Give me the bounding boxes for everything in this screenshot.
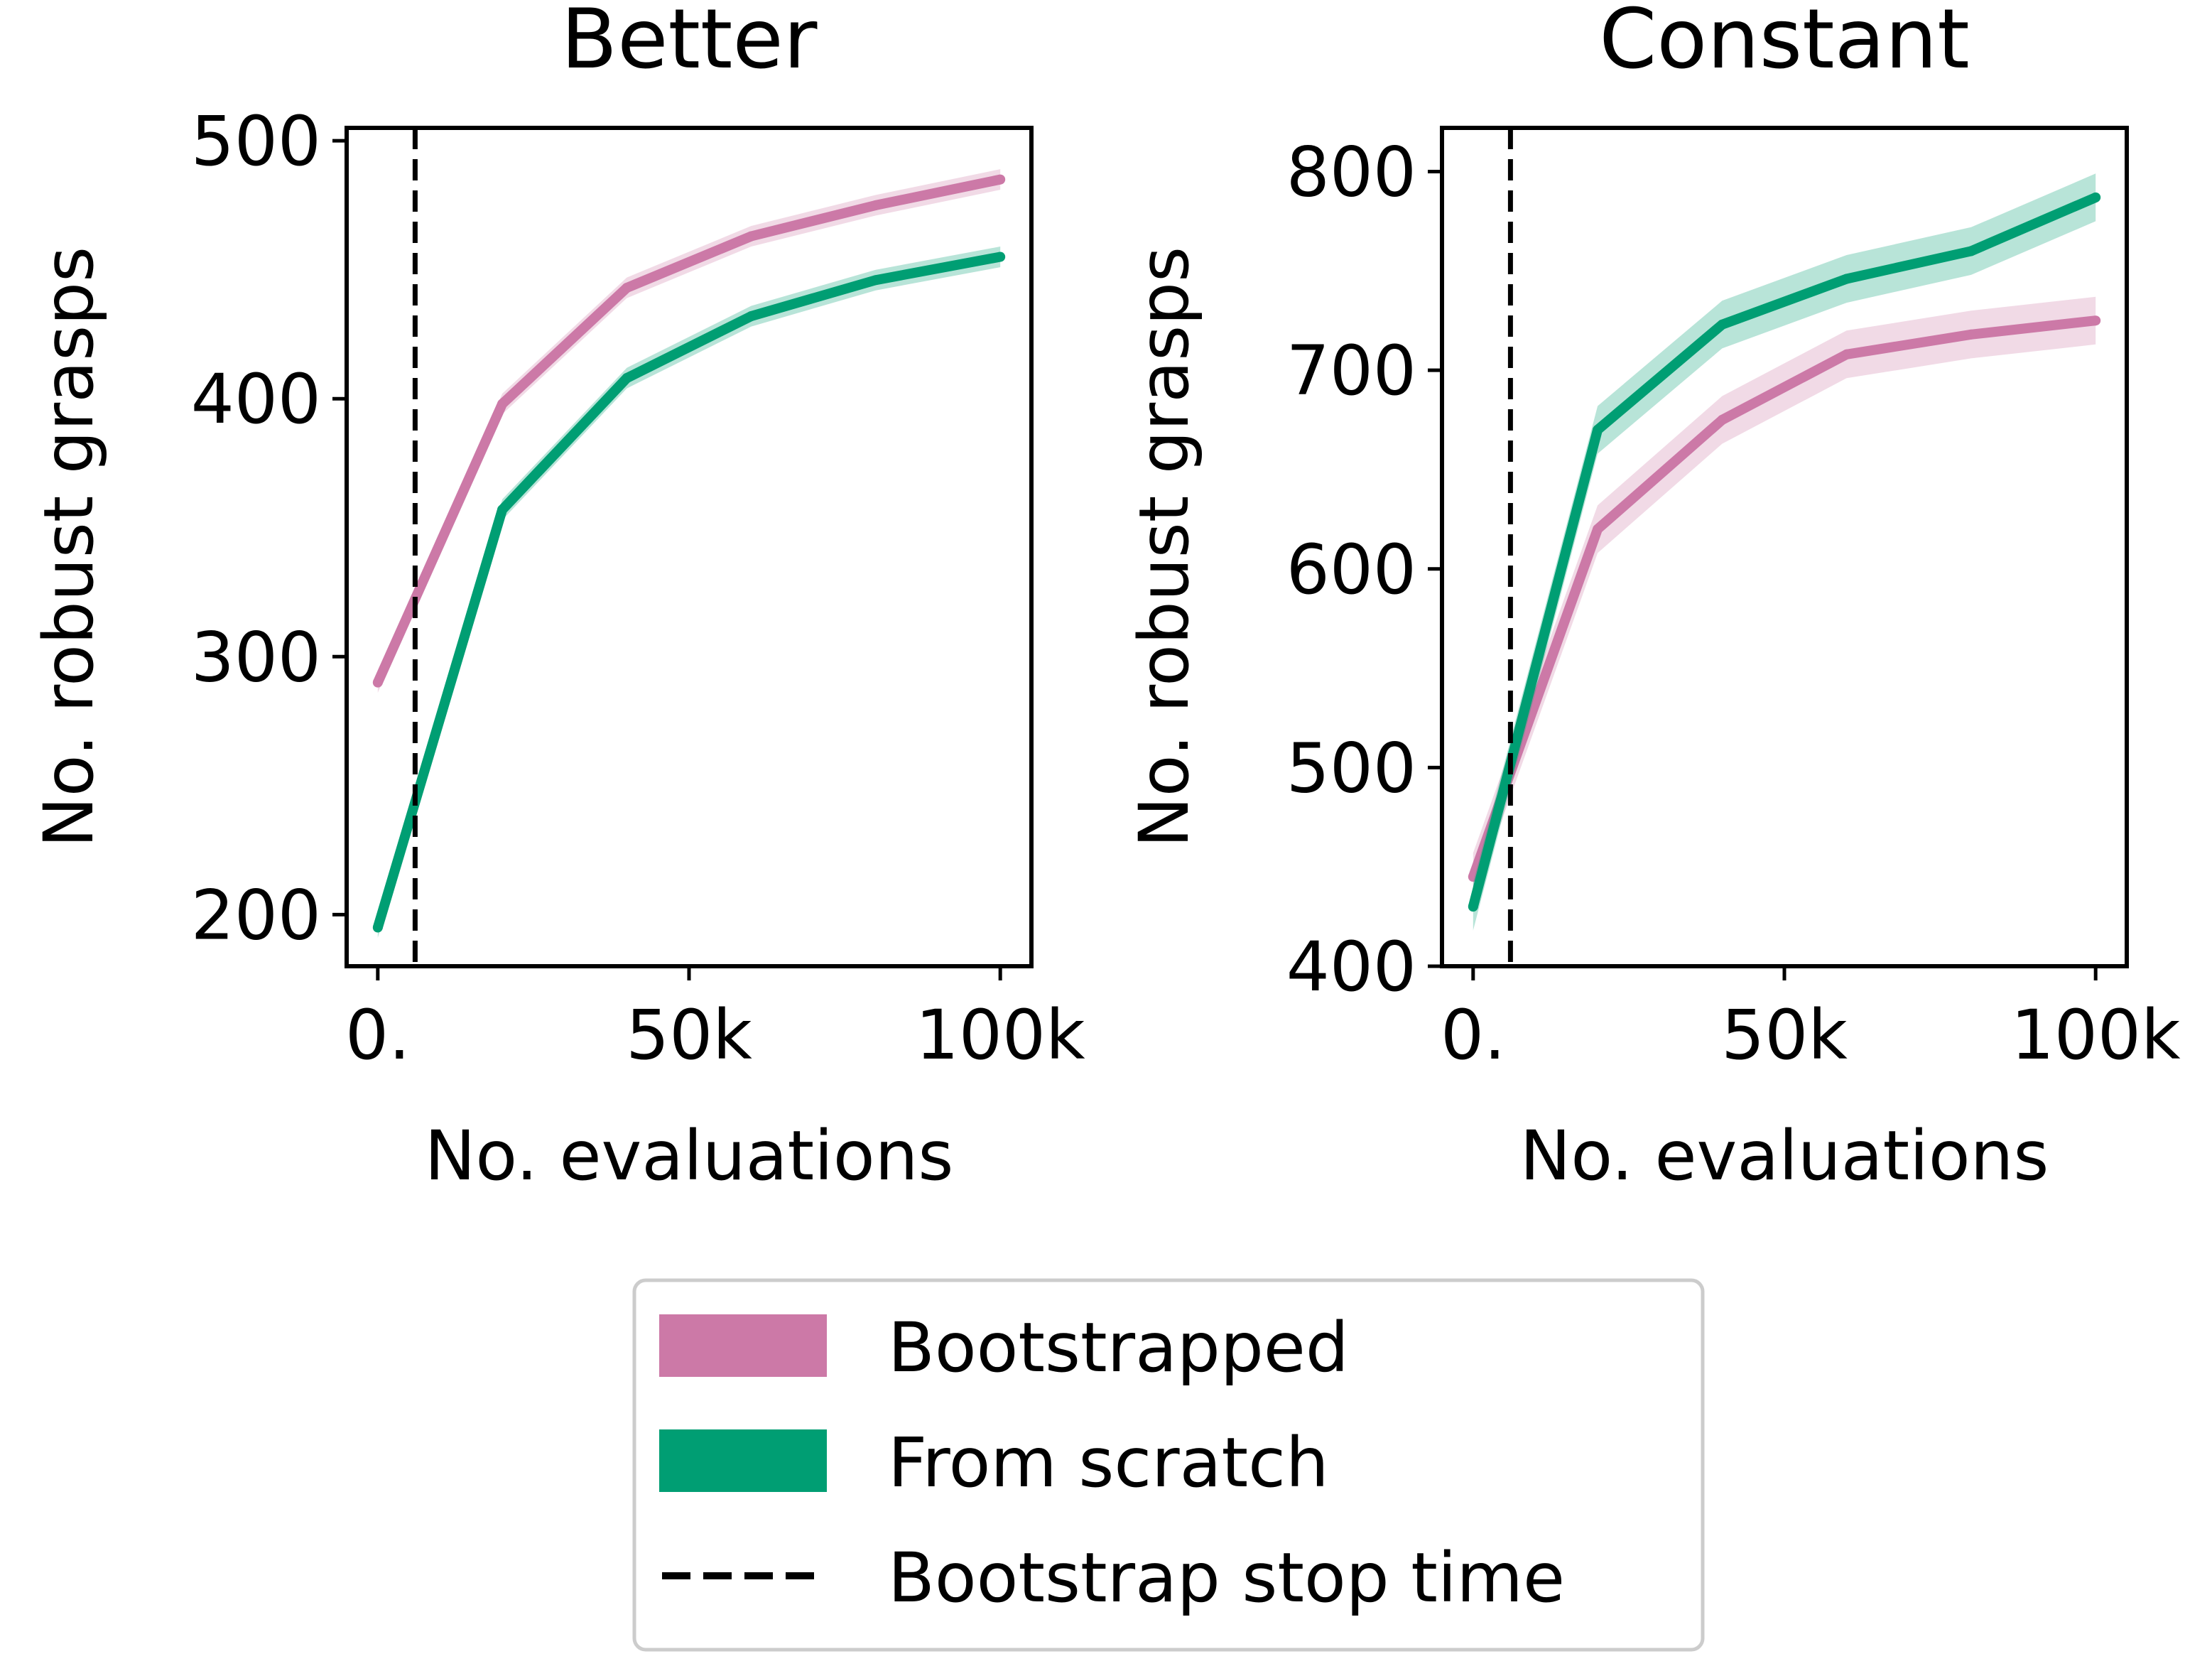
y-axis-label: No. robust grasps	[29, 247, 109, 848]
legend-frame	[632, 1278, 1705, 1652]
y-axis-label: No. robust grasps	[1124, 247, 1204, 848]
x-tick-label: 0.	[1441, 995, 1506, 1075]
data-point-bootstrapped	[1593, 524, 1603, 534]
data-point-from-scratch	[995, 252, 1006, 262]
legend-label-bootstrapped: Bootstrapped	[888, 1308, 1349, 1388]
data-point-bootstrapped	[746, 231, 757, 242]
y-tick-label: 200	[191, 875, 321, 955]
y-tick-label: 800	[1286, 133, 1416, 212]
data-point-bootstrapped	[995, 174, 1006, 185]
data-point-from-scratch	[1841, 274, 1852, 284]
data-point-from-scratch	[1717, 319, 1728, 330]
legend-swatch-from-scratch	[659, 1429, 827, 1492]
series-line-from-scratch	[1468, 193, 2098, 908]
data-point-from-scratch	[2091, 192, 2101, 202]
y-tick-label: 300	[191, 617, 321, 697]
legend: Bootstrapped From scratch Bootstrap stop…	[632, 1278, 1705, 1652]
x-tick-label: 100k	[2011, 995, 2181, 1075]
legend-swatch-bootstrapped	[659, 1314, 827, 1377]
y-tick-label: 500	[1286, 728, 1416, 808]
legend-label-bootstrap-stop-time: Bootstrap stop time	[888, 1538, 1565, 1618]
data-point-bootstrapped	[1717, 415, 1728, 426]
x-tick-label: 100k	[916, 995, 1085, 1075]
data-point-bootstrapped	[497, 399, 508, 409]
y-tick-label: 600	[1286, 530, 1416, 610]
data-point-from-scratch	[622, 373, 632, 384]
series-band-from-scratch	[1473, 173, 2096, 931]
data-point-from-scratch	[497, 504, 508, 515]
chart-title: Better	[561, 0, 818, 87]
data-point-from-scratch	[870, 275, 881, 286]
y-tick-label: 700	[1286, 331, 1416, 411]
data-point-bootstrapped	[372, 677, 383, 688]
data-point-bootstrapped	[1966, 329, 1976, 340]
y-tick-label: 400	[191, 359, 321, 439]
x-axis-label: No. evaluations	[425, 1116, 954, 1196]
y-tick-label: 400	[1286, 927, 1416, 1007]
x-tick-label: 50k	[1721, 995, 1848, 1075]
legend-label-from-scratch: From scratch	[888, 1423, 1329, 1503]
series-line-bootstrapped	[1468, 315, 2096, 879]
x-tick-label: 0.	[345, 995, 411, 1075]
data-point-from-scratch	[372, 922, 383, 933]
data-point-from-scratch	[1593, 425, 1603, 436]
series-line-bootstrapped	[373, 174, 1002, 685]
data-point-bootstrapped	[622, 283, 632, 293]
data-point-from-scratch	[1966, 246, 1976, 256]
y-tick-label: 500	[191, 102, 321, 181]
series-line-from-scratch	[373, 252, 1002, 929]
chart-constant: Constant 0. 50k 100k 400 500 600 700 800 No. ev…	[1124, 0, 2181, 1196]
chart-better: Better 0. 50k 100k 200 300 400 500 No. evaluat…	[29, 0, 1085, 1196]
chart-title: Constant	[1599, 0, 1970, 87]
x-axis-label: No. evaluations	[1520, 1116, 2049, 1196]
data-point-bootstrapped	[870, 200, 881, 210]
x-tick-label: 50k	[626, 995, 752, 1075]
data-point-from-scratch	[746, 311, 757, 322]
data-point-bootstrapped	[1841, 349, 1852, 359]
data-point-bootstrapped	[2091, 315, 2101, 326]
data-point-from-scratch	[1468, 902, 1478, 912]
